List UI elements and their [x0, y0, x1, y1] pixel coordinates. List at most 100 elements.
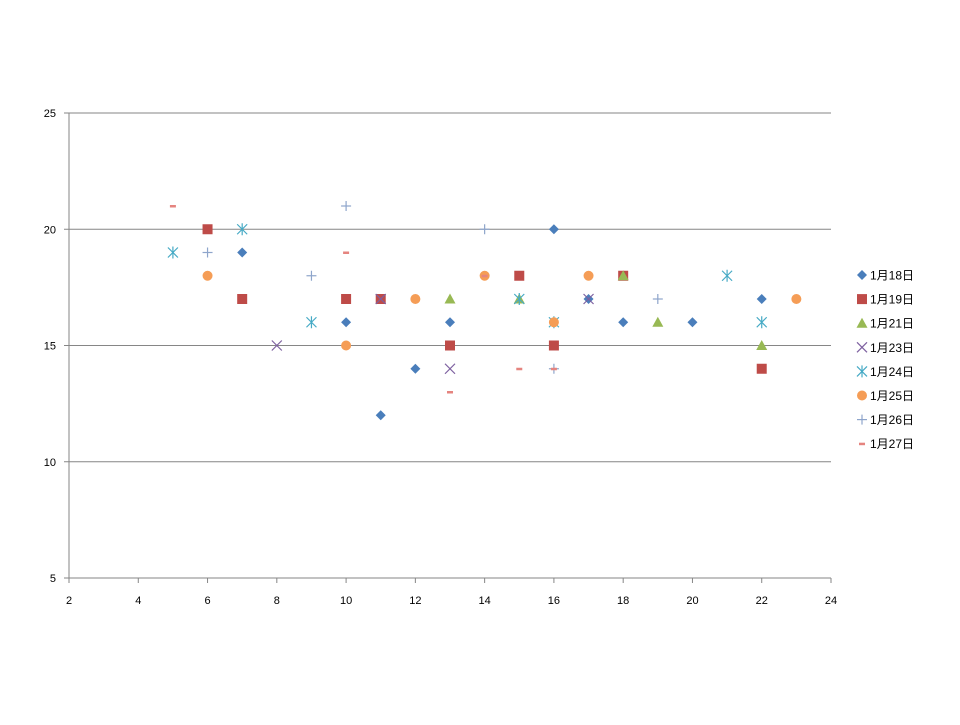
y-tick-label: 10: [44, 457, 56, 469]
data-point: [410, 294, 421, 304]
axes: [64, 112, 832, 583]
x-tick-label: 14: [479, 595, 491, 607]
data-point: [341, 317, 352, 328]
legend-item: 1月26日: [857, 413, 914, 427]
legend: 1月18日 1月19日 1月21日 1月23日 1月24日 1月25日 1月26日 1月27日: [856, 269, 914, 451]
data-point: [237, 294, 248, 304]
x-tick-label: 20: [686, 595, 698, 607]
data-point: [514, 270, 525, 281]
data-point: [652, 294, 663, 304]
legend-item: 1月21日: [856, 317, 914, 331]
data-point: [721, 269, 733, 282]
x-tick-label: 16: [548, 595, 560, 607]
data-point: [169, 205, 176, 208]
series-5: [167, 223, 768, 329]
data-point: [375, 293, 387, 305]
data-point: [756, 316, 768, 329]
legend-item: 1月24日: [856, 365, 914, 379]
data-point: [618, 317, 629, 328]
y-tick-label: 20: [44, 224, 56, 236]
data-point: [236, 223, 248, 236]
data-point: [341, 340, 352, 351]
legend-marker: [859, 442, 865, 446]
data-point: [444, 363, 456, 375]
x-tick-label: 18: [617, 595, 629, 607]
data-point: [306, 270, 317, 281]
data-point: [513, 293, 525, 305]
data-point: [687, 317, 698, 328]
data-point: [445, 340, 455, 351]
legend-marker: [857, 294, 867, 305]
series-2: [202, 224, 767, 374]
data-point: [481, 274, 488, 278]
series-3: [444, 270, 768, 350]
data-point: [306, 316, 317, 329]
data-point: [444, 293, 456, 304]
x-tick-label: 10: [340, 595, 352, 607]
data-point: [756, 363, 767, 374]
data-point: [410, 363, 421, 374]
data-point: [237, 247, 248, 258]
legend-item: 1月19日: [857, 293, 914, 307]
x-tick-label: 22: [756, 595, 768, 607]
legend-marker: [856, 341, 868, 353]
data-point: [445, 317, 455, 328]
gridlines: [69, 112, 831, 463]
data-point: [202, 247, 213, 258]
data-point: [548, 224, 559, 235]
legend-label: 1月26日: [870, 413, 914, 427]
data-point: [617, 270, 629, 281]
legend-label: 1月18日: [870, 269, 914, 283]
data-point: [583, 270, 594, 281]
series-1: [237, 224, 767, 421]
data-point: [479, 224, 490, 235]
y-tick-label: 5: [50, 573, 56, 585]
legend-marker: [856, 317, 868, 328]
data-point: [167, 246, 179, 259]
data-point: [652, 316, 664, 327]
data-point: [447, 391, 453, 394]
data-point: [516, 367, 523, 371]
data-point: [583, 293, 594, 305]
legend-label: 1月19日: [870, 293, 914, 307]
series-8: [169, 205, 557, 394]
data-point: [375, 410, 386, 421]
legend-label: 1月21日: [870, 317, 914, 331]
legend-label: 1月23日: [870, 341, 914, 355]
legend-label: 1月24日: [870, 365, 914, 379]
data-point: [341, 201, 352, 211]
data-point: [202, 224, 213, 235]
legend-item: 1月25日: [857, 389, 914, 403]
legend-marker: [857, 390, 867, 401]
x-tick-label: 6: [204, 595, 210, 607]
data-point: [791, 294, 802, 304]
legend-marker: [857, 270, 867, 280]
legend-item: 1月23日: [856, 341, 914, 355]
data-point: [756, 294, 767, 304]
x-tick-label: 12: [409, 595, 421, 607]
legend-label: 1月25日: [870, 389, 914, 403]
legend-label: 1月27日: [870, 437, 914, 451]
data-point: [343, 251, 350, 254]
data-point: [548, 317, 559, 328]
data-point: [202, 270, 213, 281]
x-tick-label: 8: [274, 595, 280, 607]
data-point: [271, 340, 283, 351]
x-tick-label: 4: [135, 595, 141, 607]
series-6: [202, 270, 802, 351]
x-tick-label: 24: [825, 595, 837, 607]
data-points: [167, 201, 802, 421]
legend-item: 1月18日: [857, 269, 914, 283]
data-point: [548, 340, 559, 351]
y-tick-label: 15: [44, 341, 56, 353]
x-tick-label: 2: [66, 595, 72, 607]
data-point: [341, 294, 352, 304]
legend-marker: [856, 365, 868, 378]
y-tick-label: 25: [44, 108, 56, 120]
legend-marker: [857, 414, 867, 425]
data-point: [550, 367, 557, 371]
legend-item: 1月27日: [859, 437, 914, 451]
